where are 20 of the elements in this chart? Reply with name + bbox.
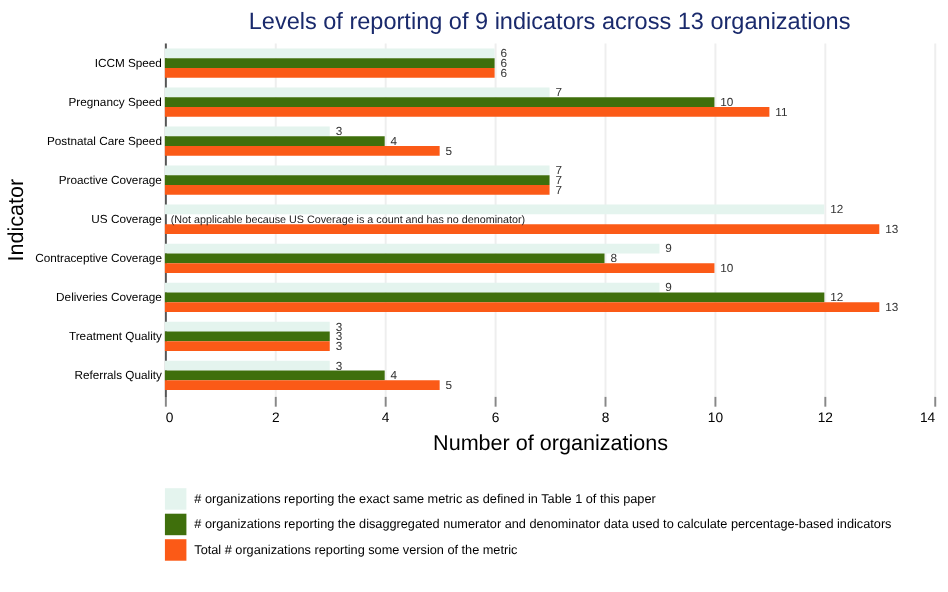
bar: [164, 97, 715, 108]
bar: [164, 302, 880, 312]
bar: [164, 370, 385, 381]
bar: [164, 253, 605, 264]
bar: [164, 185, 550, 195]
bar: [164, 292, 825, 303]
bar: [164, 146, 440, 156]
bar: [164, 341, 330, 351]
chart-title: Levels of reporting of 9 indicators across 13 organizations: [248, 8, 851, 35]
bar: [164, 175, 550, 186]
y-axis-title: Indicator: [5, 178, 30, 262]
bar: [164, 58, 495, 68]
bar: [164, 331, 330, 342]
bar: [164, 224, 880, 234]
x-axis-title: Number of organizations: [433, 431, 669, 456]
bar: [164, 263, 715, 273]
bar: [164, 136, 385, 147]
bar: [164, 107, 770, 117]
bar: [164, 380, 440, 391]
bar: [164, 67, 495, 78]
